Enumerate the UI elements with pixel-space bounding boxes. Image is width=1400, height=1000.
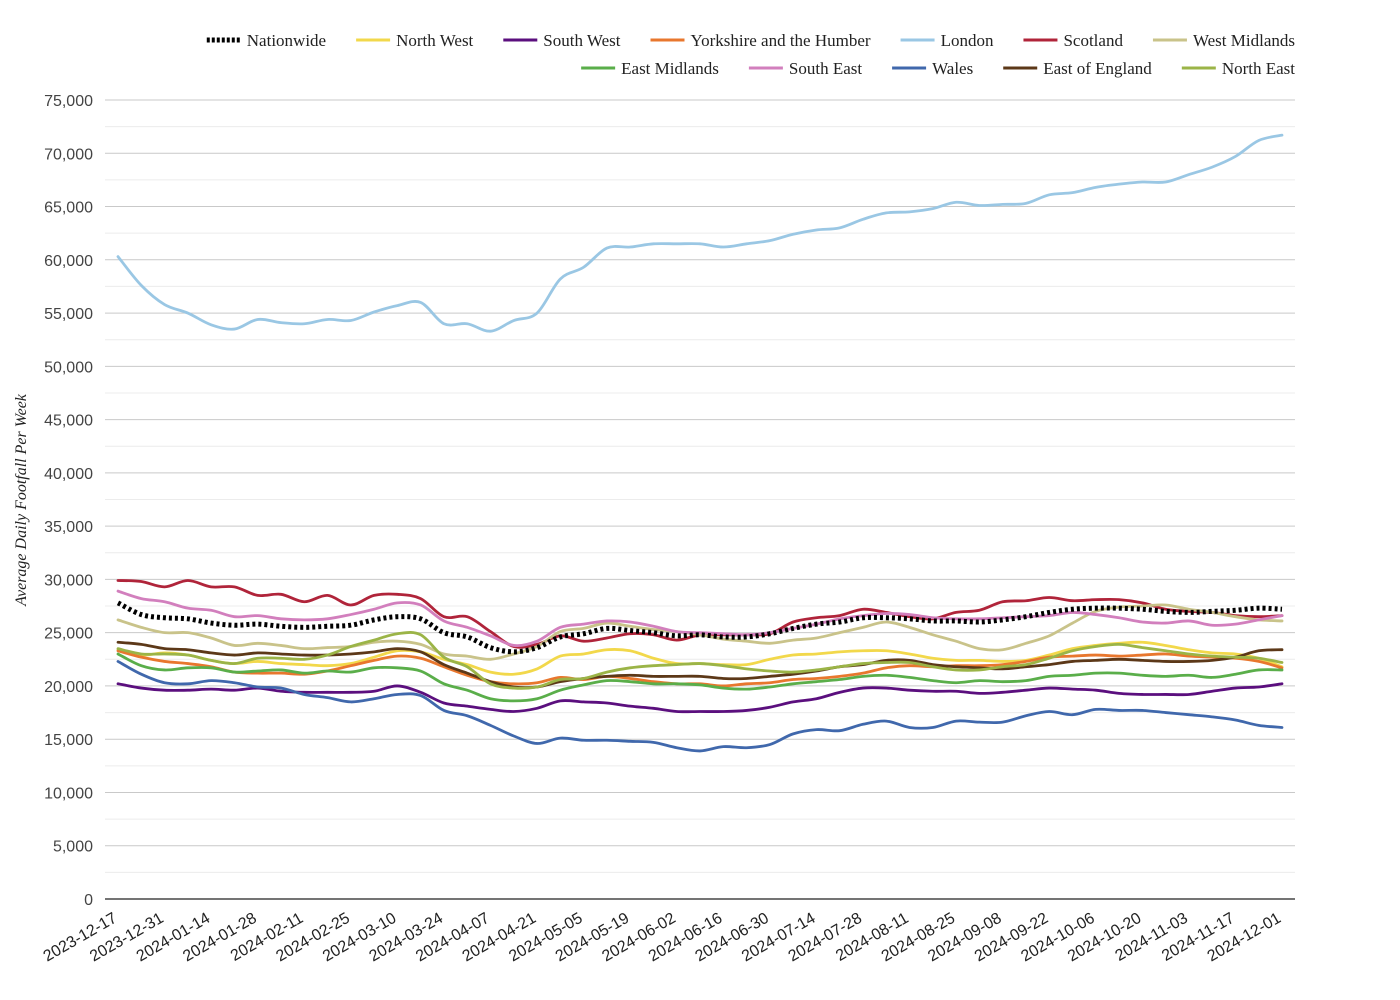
grid-lines <box>105 99 1295 900</box>
y-tick-label: 65,000 <box>44 200 93 217</box>
legend-label: Wales <box>932 59 973 78</box>
legend-item-north-east: North East <box>1181 59 1295 78</box>
legend-item-yorkshire-and-the-humber: Yorkshire and the Humber <box>650 31 871 50</box>
y-tick-label: 70,000 <box>44 146 93 163</box>
series-line-east-of-england <box>116 640 1284 690</box>
y-tick-label: 40,000 <box>44 466 93 483</box>
legend-item-south-east: South East <box>748 59 862 78</box>
y-tick-label: 35,000 <box>44 519 93 536</box>
legend-item-nationwide: Nationwide <box>206 31 326 50</box>
y-tick-label: 60,000 <box>44 253 93 270</box>
series-line-london <box>116 133 1284 333</box>
y-tick-label: 50,000 <box>44 359 93 376</box>
legend-label: Scotland <box>1063 31 1123 50</box>
series-line-yorkshire-and-the-humber <box>116 649 1284 688</box>
series-line-east-midlands <box>116 652 1284 703</box>
series-line-scotland <box>116 579 1284 649</box>
y-tick-label: 5,000 <box>53 839 93 856</box>
legend-label: North West <box>396 31 473 50</box>
legend-item-east-midlands: East Midlands <box>581 59 719 78</box>
x-axis-tick-labels: 2023-12-172023-12-312024-01-142024-01-28… <box>41 910 1284 966</box>
legend-label: South West <box>543 31 620 50</box>
y-tick-label: 20,000 <box>44 679 93 696</box>
y-tick-label: 55,000 <box>44 306 93 323</box>
series-line-wales <box>116 660 1284 753</box>
y-tick-label: 25,000 <box>44 626 93 643</box>
series-line-north-east <box>116 631 1284 690</box>
legend-label: West Midlands <box>1193 31 1295 50</box>
legend-item-scotland: Scotland <box>1023 31 1123 50</box>
y-tick-label: 0 <box>84 892 93 909</box>
legend-item-east-of-england: East of England <box>1003 59 1152 78</box>
y-tick-label: 45,000 <box>44 413 93 430</box>
y-tick-label: 15,000 <box>44 732 93 749</box>
legend-label: Yorkshire and the Humber <box>691 31 871 50</box>
legend: Nationwide North West South West Yorkshire … <box>206 31 1295 78</box>
series-line-south-east <box>116 589 1284 648</box>
y-axis-label: Average Daily Footfall Per Week <box>13 393 30 607</box>
legend-item-wales: Wales <box>892 59 973 78</box>
legend-item-north-west: North West <box>356 31 474 50</box>
legend-label: East Midlands <box>621 59 719 78</box>
series-lines <box>116 133 1284 753</box>
y-tick-label: 75,000 <box>44 93 93 110</box>
legend-item-south-west: South West <box>503 31 621 50</box>
legend-label: North East <box>1222 59 1295 78</box>
legend-label: South East <box>789 59 862 78</box>
y-axis-tick-labels: 0 5,000 10,000 15,000 20,000 25,000 30,000 35,0… <box>44 93 93 909</box>
series-line-south-west <box>116 682 1284 714</box>
y-tick-label: 10,000 <box>44 785 93 802</box>
legend-item-london: London <box>900 31 994 50</box>
legend-label: London <box>941 31 994 50</box>
legend-label: Nationwide <box>247 31 326 50</box>
y-tick-label: 30,000 <box>44 572 93 589</box>
legend-item-west-midlands: West Midlands <box>1152 31 1295 50</box>
legend-label: East of England <box>1043 59 1152 78</box>
